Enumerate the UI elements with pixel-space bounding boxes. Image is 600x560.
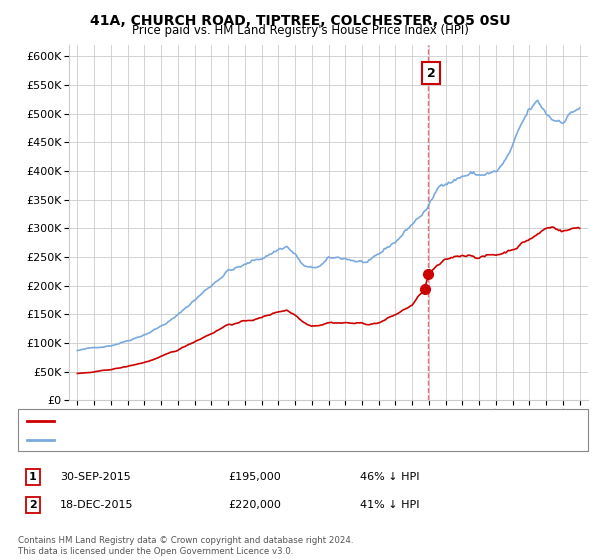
Text: 30-SEP-2015: 30-SEP-2015 bbox=[60, 472, 131, 482]
Text: Price paid vs. HM Land Registry's House Price Index (HPI): Price paid vs. HM Land Registry's House … bbox=[131, 24, 469, 37]
Text: 41A, CHURCH ROAD, TIPTREE, COLCHESTER, CO5 0SU: 41A, CHURCH ROAD, TIPTREE, COLCHESTER, C… bbox=[89, 14, 511, 28]
Text: 41A, CHURCH ROAD, TIPTREE, COLCHESTER, CO5 0SU (detached house): 41A, CHURCH ROAD, TIPTREE, COLCHESTER, C… bbox=[60, 416, 437, 426]
Text: £220,000: £220,000 bbox=[228, 500, 281, 510]
Text: Contains HM Land Registry data © Crown copyright and database right 2024.
This d: Contains HM Land Registry data © Crown c… bbox=[18, 536, 353, 556]
Text: 2: 2 bbox=[29, 500, 37, 510]
Text: 2: 2 bbox=[427, 67, 436, 80]
Text: 18-DEC-2015: 18-DEC-2015 bbox=[60, 500, 133, 510]
Text: 1: 1 bbox=[29, 472, 37, 482]
Text: £195,000: £195,000 bbox=[228, 472, 281, 482]
Text: 41% ↓ HPI: 41% ↓ HPI bbox=[360, 500, 419, 510]
Text: HPI: Average price, detached house, Colchester: HPI: Average price, detached house, Colc… bbox=[60, 435, 309, 445]
Text: 46% ↓ HPI: 46% ↓ HPI bbox=[360, 472, 419, 482]
